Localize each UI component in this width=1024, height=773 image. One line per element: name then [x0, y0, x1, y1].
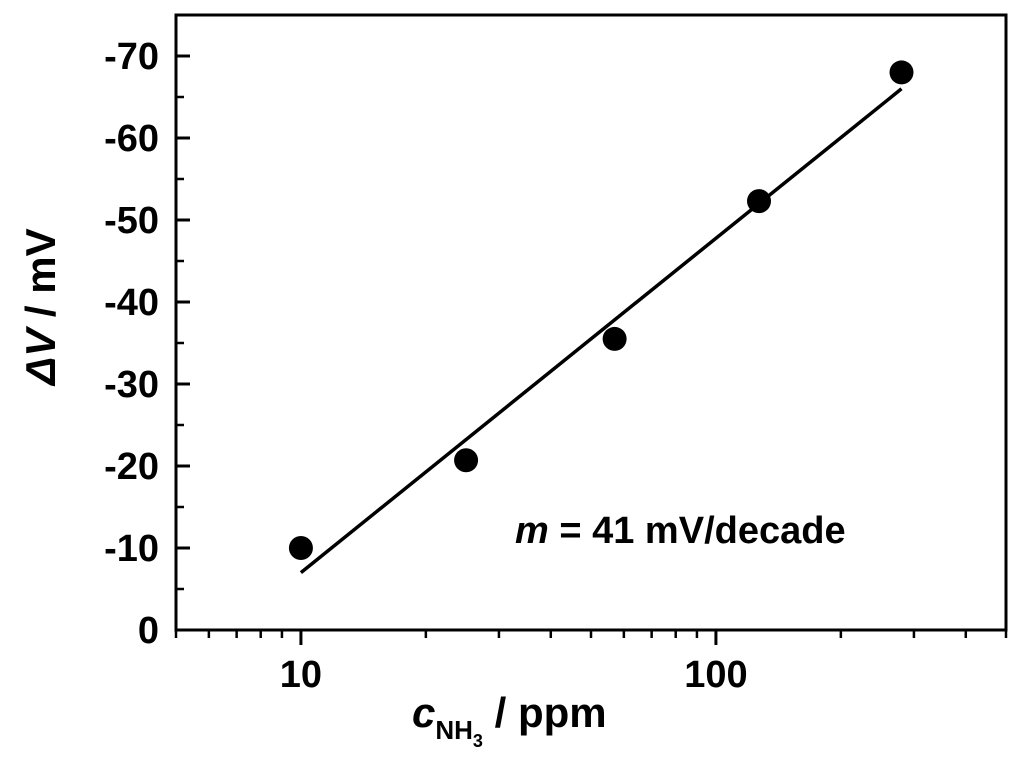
y-tick-label: -60	[104, 118, 159, 160]
axis-ticks	[174, 13, 1008, 645]
x-axis-title-main: c	[412, 689, 435, 736]
slope-annotation-text: = 41 mV/decade	[549, 510, 846, 552]
y-tick-label: -70	[104, 36, 159, 78]
y-tick-label: -30	[104, 364, 159, 406]
y-tick-label: -10	[104, 528, 159, 570]
y-axis-title-unit: / mV	[17, 228, 64, 328]
y-tick-label: -50	[104, 200, 159, 242]
y-axis-title: ΔV / mV	[17, 228, 64, 387]
data-point	[889, 60, 914, 85]
y-tick-label: 0	[138, 610, 159, 652]
x-axis-title-unit: / ppm	[483, 689, 607, 736]
y-axis-title-main: ΔV	[17, 326, 64, 387]
data-point	[602, 326, 627, 351]
y-tick-label: -40	[104, 282, 159, 324]
x-tick-label: 10	[280, 654, 322, 696]
x-axis-title-sub: NH	[435, 715, 473, 745]
fit-line	[299, 87, 903, 574]
data-point	[454, 448, 479, 473]
x-axis-title-subsub: 3	[473, 731, 483, 751]
slope-annotation: m = 41 mV/decade	[515, 510, 846, 552]
x-axis-title: cNH3 / ppm	[412, 689, 607, 751]
data-points	[288, 60, 914, 560]
data-point	[288, 536, 313, 560]
data-point	[747, 189, 772, 214]
y-tick-label: -20	[104, 446, 159, 488]
axis-tick-labels: 10 100 0 -10 -20 -30 -40 -50 -60 -70	[104, 36, 748, 696]
x-tick-label: 100	[684, 654, 747, 696]
slope-annotation-var: m	[515, 510, 549, 552]
